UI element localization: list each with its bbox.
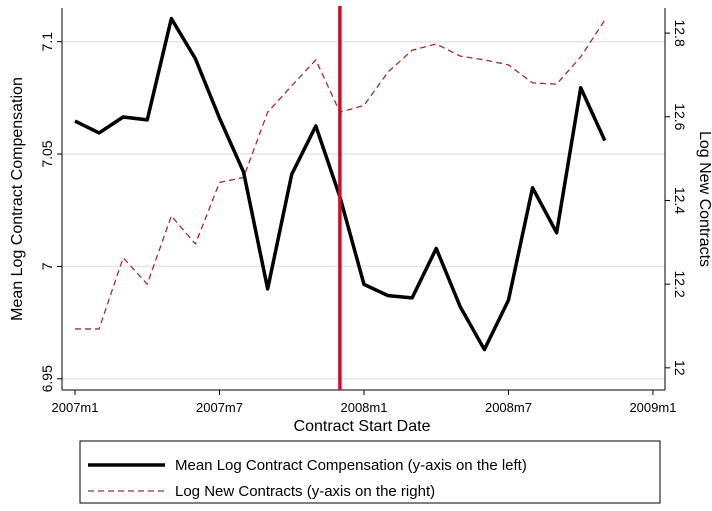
x-tick-label: 2007m1	[52, 400, 99, 415]
y-tick-label: 7.1	[39, 32, 55, 52]
y2-tick-label: 12.6	[672, 103, 688, 130]
y-tick-label: 7.05	[39, 140, 55, 167]
legend-label: Log New Contracts (y-axis on the right)	[175, 483, 435, 500]
y-tick-label: 6.95	[39, 365, 55, 392]
x-tick-label: 2009m1	[629, 400, 676, 415]
legend-box	[79, 440, 661, 504]
x-tick-label: 2008m1	[340, 400, 387, 415]
legend-label: Mean Log Contract Compensation (y-axis o…	[175, 457, 527, 474]
y-axis-label: Mean Log Contract Compensation	[9, 77, 26, 321]
y2-tick-label: 12.8	[672, 19, 688, 46]
x-axis-label: Contract Start Date	[294, 418, 431, 435]
x-tick-label: 2008m7	[485, 400, 532, 415]
y2-tick-label: 12.2	[672, 271, 688, 298]
y2-tick-label: 12	[672, 360, 688, 376]
x-tick-label: 2007m7	[196, 400, 243, 415]
y2-tick-label: 12.4	[672, 187, 688, 214]
y2-axis-label: Log New Contracts	[696, 131, 712, 267]
y-tick-label: 7	[39, 262, 55, 270]
